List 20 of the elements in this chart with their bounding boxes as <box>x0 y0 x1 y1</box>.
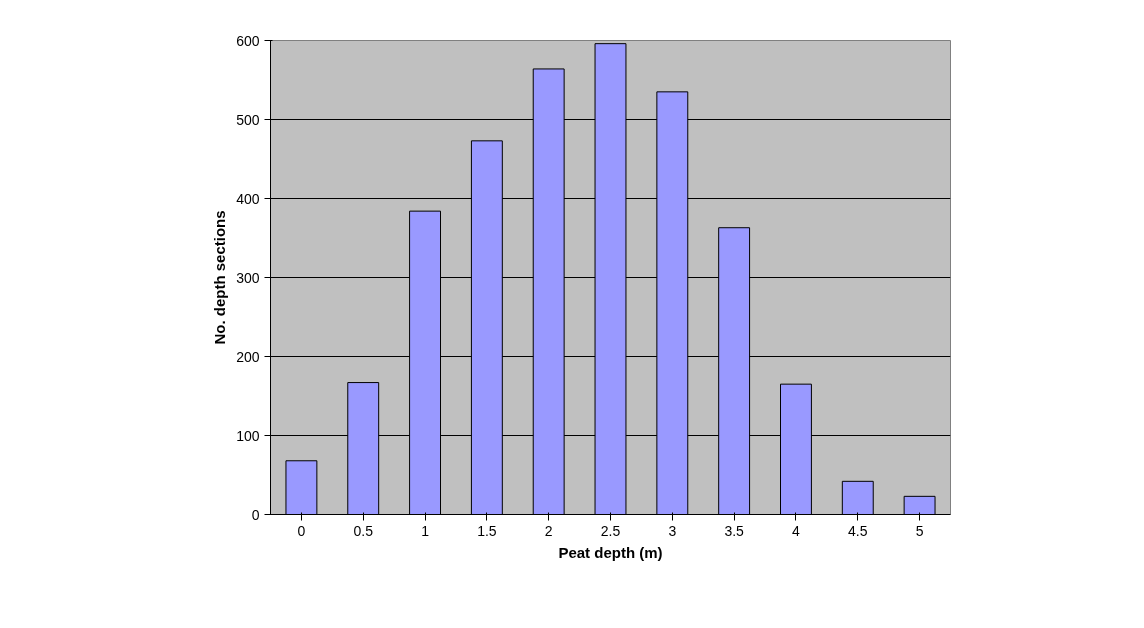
x-tick-label: 5 <box>915 522 924 539</box>
y-tick-label: 100 <box>236 427 260 444</box>
y-tick-label: 500 <box>236 111 260 128</box>
y-tick-label: 600 <box>236 32 260 49</box>
x-tick-label: 0 <box>297 522 306 539</box>
x-tick-label: 2 <box>544 522 553 539</box>
x-tick-label: 4.5 <box>848 522 868 539</box>
x-tick-label: 1 <box>421 522 430 539</box>
y-tick-label: 400 <box>236 190 260 207</box>
x-tick-label: 2.5 <box>600 522 621 539</box>
y-tick-label: 300 <box>236 269 260 286</box>
x-tick-label: 3.5 <box>724 522 745 539</box>
x-axis-title: Peat depth (m) <box>558 543 663 561</box>
x-tick-label: 0.5 <box>353 522 374 539</box>
y-tick-label: 200 <box>236 348 260 365</box>
x-tick-label: 4 <box>792 522 801 539</box>
x-tick-label: 3 <box>668 522 677 539</box>
y-axis-title: No. depth sections <box>211 210 229 345</box>
x-tick-label: 1.5 <box>477 522 497 539</box>
y-tick-label: 0 <box>251 506 260 523</box>
